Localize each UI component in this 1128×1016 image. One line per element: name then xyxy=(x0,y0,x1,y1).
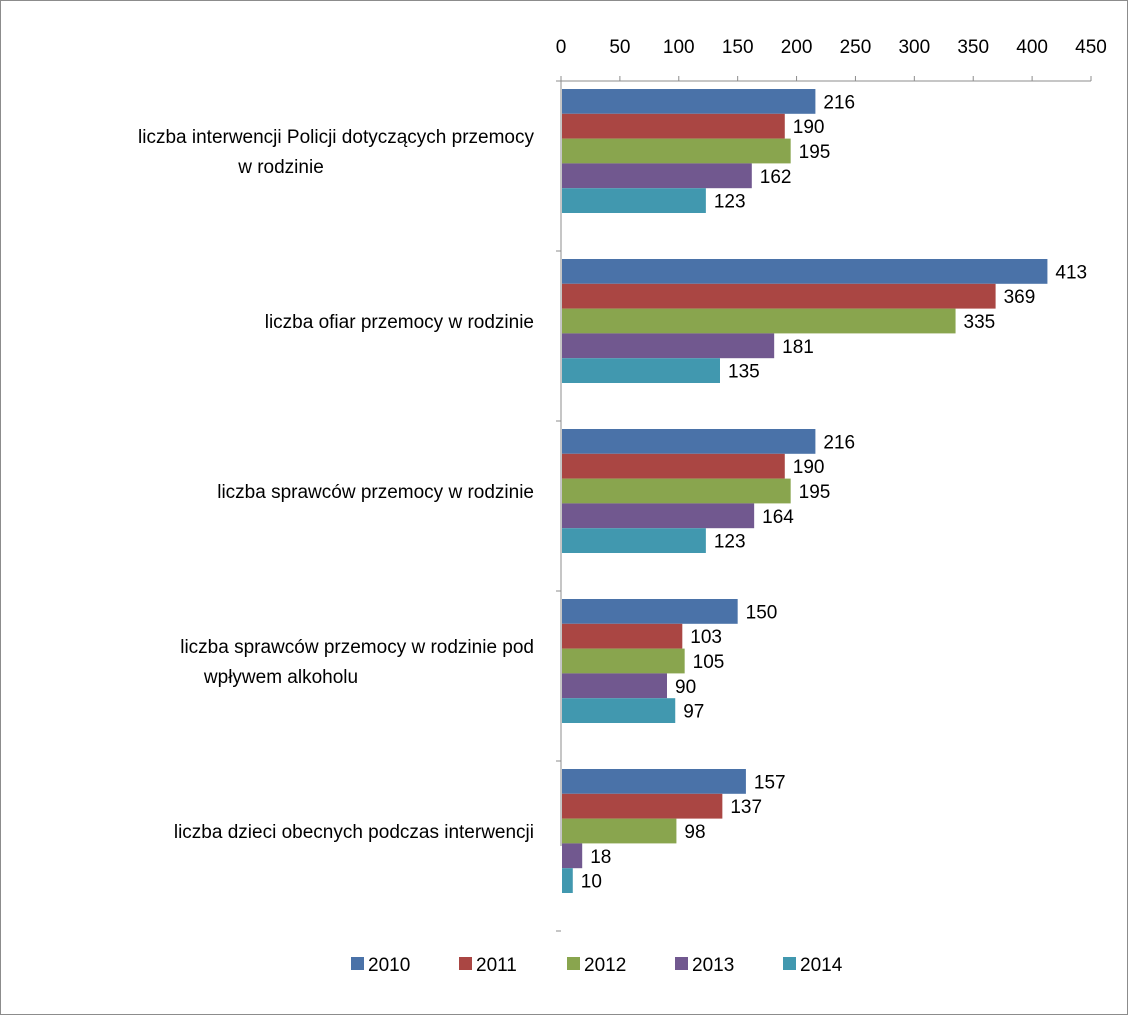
bar-2013 xyxy=(562,673,667,699)
x-tick-label: 200 xyxy=(781,37,813,58)
category-label: wpływem alkoholu xyxy=(203,667,358,688)
bar-2013 xyxy=(562,333,775,359)
data-label: 105 xyxy=(693,652,725,673)
bar-2013 xyxy=(562,843,583,869)
bar-2011 xyxy=(562,283,996,309)
bar-2011 xyxy=(562,113,785,139)
bar-2014 xyxy=(562,188,706,213)
legend-label: 2012 xyxy=(584,955,626,976)
data-label: 164 xyxy=(762,507,794,528)
bar-2011 xyxy=(562,453,785,479)
x-tick-label: 100 xyxy=(663,37,695,58)
data-label: 98 xyxy=(684,822,705,843)
legend-swatch-2010 xyxy=(351,957,364,970)
x-tick-label: 450 xyxy=(1075,37,1107,58)
data-label: 190 xyxy=(793,117,825,138)
legend-swatch-2014 xyxy=(783,957,796,970)
data-label: 103 xyxy=(690,627,722,648)
x-tick-label: 250 xyxy=(840,37,872,58)
category-label: liczba ofiar przemocy w rodzinie xyxy=(265,312,534,333)
x-tick-label: 400 xyxy=(1016,37,1048,58)
legend-label: 2014 xyxy=(800,955,843,976)
legend-label: 2013 xyxy=(692,955,734,976)
category-label: liczba sprawców przemocy w rodzinie pod xyxy=(180,637,534,658)
bar-2012 xyxy=(562,818,677,844)
bar-2012 xyxy=(562,138,791,164)
data-label: 150 xyxy=(746,602,778,623)
bar-2013 xyxy=(562,503,755,529)
category-label: liczba interwencji Policji dotyczących p… xyxy=(138,127,534,148)
bar-2010 xyxy=(562,599,738,624)
data-label: 90 xyxy=(675,677,696,698)
bar-2010 xyxy=(562,259,1048,284)
data-label: 195 xyxy=(799,142,831,163)
data-label: 216 xyxy=(823,92,855,113)
data-label: 216 xyxy=(823,432,855,453)
bar-2011 xyxy=(562,623,683,649)
data-label: 335 xyxy=(964,312,996,333)
data-label: 181 xyxy=(782,337,814,358)
legend-label: 2011 xyxy=(476,955,517,976)
legend-swatch-2012 xyxy=(567,957,580,970)
data-label: 135 xyxy=(728,362,760,383)
bar-2010 xyxy=(562,769,746,794)
bar-2012 xyxy=(562,478,791,504)
x-tick-label: 350 xyxy=(957,37,989,58)
bar-2012 xyxy=(562,648,685,674)
bar-2014 xyxy=(562,358,720,383)
category-label: liczba sprawców przemocy w rodzinie xyxy=(217,482,534,503)
data-label: 190 xyxy=(793,457,825,478)
x-tick-label: 300 xyxy=(898,37,930,58)
bar-2011 xyxy=(562,793,723,819)
x-tick-label: 0 xyxy=(556,37,567,58)
bar-2013 xyxy=(562,163,752,189)
legend-swatch-2013 xyxy=(675,957,688,970)
bar-2010 xyxy=(562,89,816,114)
bar-2014 xyxy=(562,698,676,723)
data-label: 10 xyxy=(581,872,602,893)
data-label: 137 xyxy=(730,797,762,818)
category-label: w rodzinie xyxy=(237,157,324,178)
data-label: 369 xyxy=(1004,287,1036,308)
data-label: 123 xyxy=(714,192,746,213)
legend-label: 2010 xyxy=(368,955,410,976)
data-label: 413 xyxy=(1055,262,1087,283)
data-label: 162 xyxy=(760,167,792,188)
bar-2014 xyxy=(562,868,573,893)
data-label: 18 xyxy=(590,847,611,868)
bar-2014 xyxy=(562,528,706,553)
x-tick-label: 150 xyxy=(722,37,754,58)
bar-2012 xyxy=(562,308,956,334)
x-tick-label: 50 xyxy=(609,37,630,58)
data-label: 97 xyxy=(683,702,704,723)
data-label: 195 xyxy=(799,482,831,503)
data-label: 123 xyxy=(714,532,746,553)
data-label: 157 xyxy=(754,772,786,793)
bar-2010 xyxy=(562,429,816,454)
category-label: liczba dzieci obecnych podczas interwenc… xyxy=(174,822,534,843)
legend-swatch-2011 xyxy=(459,957,472,970)
